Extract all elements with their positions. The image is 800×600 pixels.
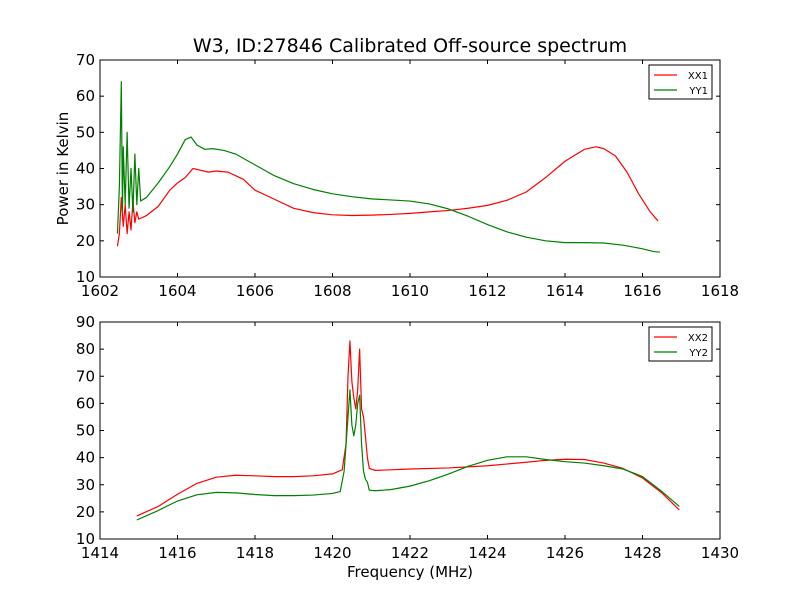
x-tick-label: 1430 — [701, 544, 739, 562]
y-tick-label: 70 — [76, 51, 95, 69]
legend-box — [648, 326, 713, 362]
y-tick-label: 10 — [76, 268, 95, 286]
x-tick-label: 1426 — [546, 544, 584, 562]
x-tick-label: 1604 — [158, 282, 196, 300]
series-line-xx2 — [136, 340, 680, 517]
x-tick-label: 1602 — [81, 282, 119, 300]
series-line-yy1 — [116, 81, 660, 253]
y-tick-label: 30 — [76, 196, 95, 214]
y-tick-label: 70 — [76, 367, 95, 385]
x-tick-label: 1616 — [623, 282, 661, 300]
series-line-yy2 — [136, 389, 680, 521]
y-tick-label: 50 — [76, 422, 95, 440]
x-tick-label: 1428 — [623, 544, 661, 562]
y-tick-label: 30 — [76, 476, 95, 494]
axes-frame — [99, 321, 721, 540]
y-axis-label: Power in Kelvin — [54, 112, 72, 226]
x-tick-label: 1612 — [468, 282, 506, 300]
y-tick-label: 80 — [76, 340, 95, 358]
legend-box — [648, 64, 713, 100]
y-tick-label: 40 — [76, 160, 95, 178]
x-tick-label: 1424 — [468, 544, 506, 562]
top-spectrum-chart: W3, ID:27846 Calibrated Off-source spect… — [54, 35, 739, 300]
y-tick-label: 40 — [76, 449, 95, 467]
y-tick-label: 90 — [76, 313, 95, 331]
series-line-xx1 — [116, 146, 659, 247]
y-tick-label: 60 — [76, 394, 95, 412]
legend-label-xx1: XX1 — [688, 71, 708, 82]
y-tick-label: 10 — [76, 530, 95, 548]
y-tick-label: 20 — [76, 232, 95, 250]
y-tick-label: 60 — [76, 87, 95, 105]
x-tick-label: 1608 — [313, 282, 351, 300]
x-tick-label: 1610 — [391, 282, 429, 300]
legend-label-yy2: YY2 — [688, 348, 708, 359]
x-tick-label: 1416 — [158, 544, 196, 562]
y-tick-label: 20 — [76, 503, 95, 521]
x-tick-label: 1606 — [236, 282, 274, 300]
x-tick-label: 1420 — [313, 544, 351, 562]
legend-label-xx2: XX2 — [688, 333, 708, 344]
x-tick-label: 1422 — [391, 544, 429, 562]
bottom-spectrum-chart: 1414 1416 1418 1420 1422 1424 1426 1428 1430 10 20… — [76, 313, 739, 581]
y-tick-label: 50 — [76, 123, 95, 141]
x-tick-label: 1618 — [701, 282, 739, 300]
x-axis-label: Frequency (MHz) — [347, 563, 473, 581]
chart-title: W3, ID:27846 Calibrated Off-source spect… — [193, 35, 627, 57]
x-tick-label: 1614 — [546, 282, 584, 300]
x-tick-label: 1418 — [236, 544, 274, 562]
x-tick-label: 1414 — [81, 544, 119, 562]
legend-label-yy1: YY1 — [688, 86, 708, 97]
